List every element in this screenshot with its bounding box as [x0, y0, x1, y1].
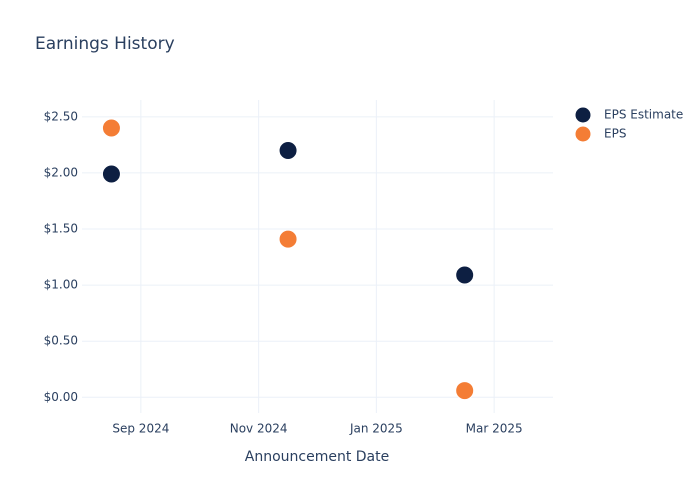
marker — [101, 164, 121, 184]
marker — [278, 229, 298, 249]
chart-title: Earnings History — [35, 34, 175, 54]
marker — [455, 265, 475, 285]
marker — [455, 381, 475, 401]
x-tick-label: Jan 2025 — [349, 422, 403, 436]
x-tick-label: Sep 2024 — [112, 422, 169, 436]
y-tick-label: $1.00 — [44, 278, 78, 292]
marker — [101, 118, 121, 138]
y-tick-label: $0.50 — [44, 334, 78, 348]
legend-marker — [574, 106, 592, 124]
marker — [278, 140, 298, 160]
x-tick-label: Nov 2024 — [230, 422, 288, 436]
legend-label: EPS — [604, 127, 626, 141]
y-tick-label: $2.00 — [44, 165, 78, 179]
x-tick-label: Mar 2025 — [466, 422, 523, 436]
y-tick-label: $0.00 — [44, 390, 78, 404]
legend-marker — [574, 125, 592, 143]
legend-label: EPS Estimate — [604, 108, 683, 122]
y-tick-label: $1.50 — [44, 222, 78, 236]
y-tick-label: $2.50 — [44, 109, 78, 123]
x-axis-title: Announcement Date — [245, 449, 389, 465]
